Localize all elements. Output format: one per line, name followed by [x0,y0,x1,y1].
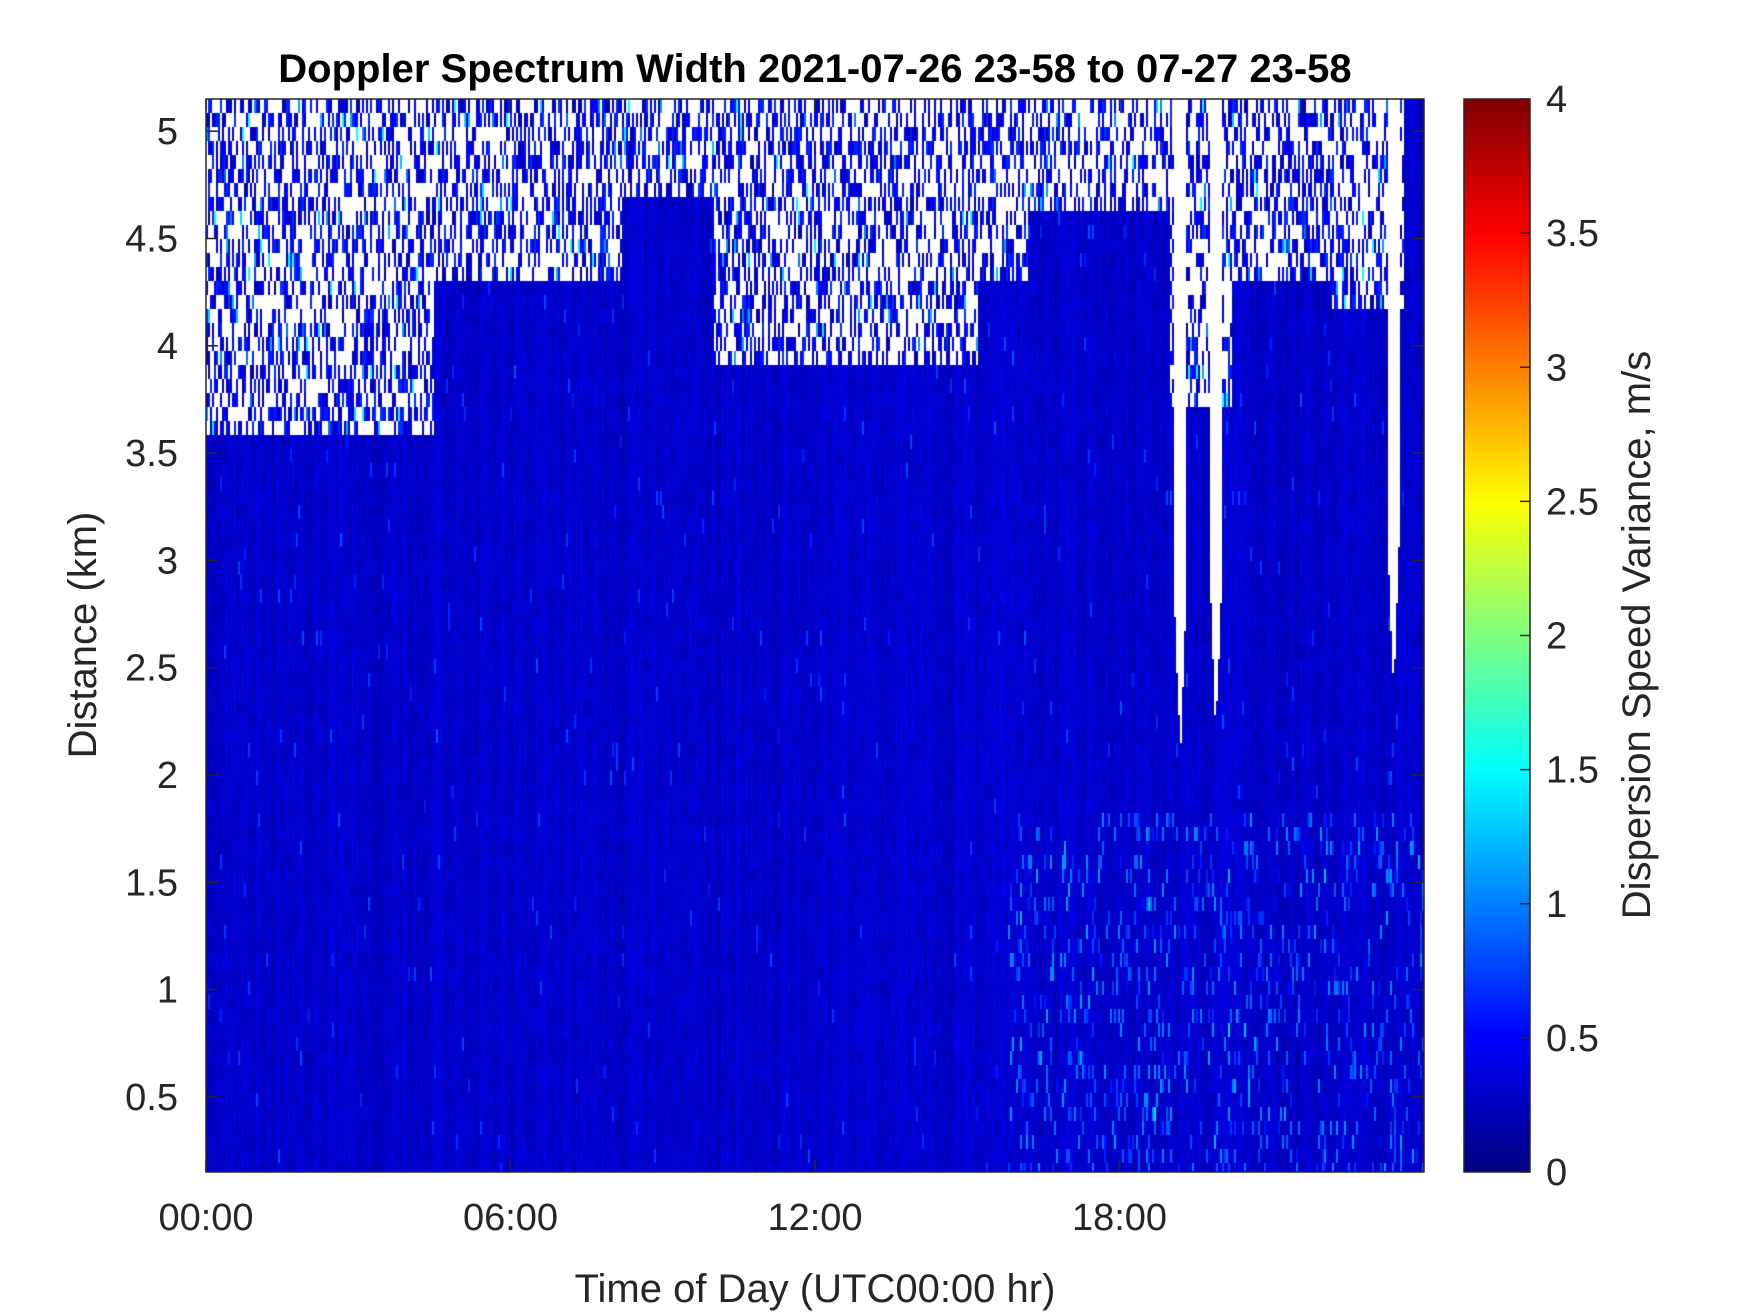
colorbar-tick-label: 0.5 [1546,1018,1599,1060]
y-tick-label: 2.5 [125,648,178,690]
x-axis: 00:00 06:00 12:00 18:00 [158,99,1167,1239]
x-tick-label: 18:00 [1072,1197,1167,1239]
colorbar-tick-label: 3.5 [1546,213,1599,255]
x-tick-label: 00:00 [158,1197,253,1239]
y-tick-label: 5 [157,111,178,153]
plot-frame [205,98,1425,1173]
colorbar-axis: 0 0.5 1 1.5 2 2.5 3 3.5 4 [1520,79,1599,1194]
y-tick-label: 3.5 [125,433,178,475]
y-tick-label: 1 [157,970,178,1012]
y-tick-label: 1.5 [125,862,178,904]
colorbar-tick-label: 3 [1546,347,1567,389]
y-tick-label: 0.5 [125,1077,178,1119]
colorbar-tick-label: 1.5 [1546,750,1599,792]
colorbar-tick-label: 2 [1546,616,1567,658]
y-tick-label: 4 [157,326,178,368]
y-axis-label: Distance (km) [61,512,105,759]
y-axis: 0.5 1 1.5 2 2.5 3 3.5 4 4.5 5 [125,111,1424,1119]
colorbar-tick-label: 1 [1546,884,1567,926]
x-axis-label: Time of Day (UTC00:00 hr) [575,1267,1056,1311]
y-tick-label: 2 [157,755,178,797]
y-tick-label: 3 [157,540,178,582]
y-tick-label: 4.5 [125,218,178,260]
colorbar-tick-label: 4 [1546,79,1567,121]
x-tick-label: 06:00 [463,1197,558,1239]
colorbar-tick-label: 0 [1546,1152,1567,1194]
x-tick-label: 12:00 [767,1197,862,1239]
colorbar-tick-label: 2.5 [1546,481,1599,523]
chart-title: Doppler Spectrum Width 2021-07-26 23-58 … [278,47,1351,91]
heatmap-image [206,99,1424,1172]
colorbar-gradient [1464,99,1530,1172]
colorbar-label: Dispersion Speed Variance, m/s [1615,351,1659,919]
